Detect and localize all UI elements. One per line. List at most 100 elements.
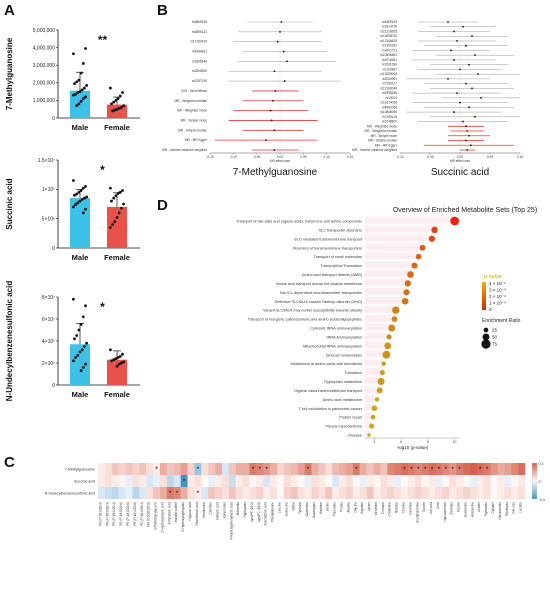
heatmap-column-label: Histidine <box>319 502 323 514</box>
heatmap-cell <box>373 487 381 499</box>
heatmap-cell <box>476 475 484 487</box>
heatmap-cell <box>401 487 409 499</box>
effect-point <box>466 149 469 151</box>
heatmap-cell <box>256 475 264 487</box>
bar-chart-succinic-acid: 0 5×10⁶ 1×10⁷ 1.5×10⁷ Succinic acid Male Femal… <box>5 158 140 262</box>
effect-point <box>466 130 469 132</box>
effect-point <box>471 35 473 38</box>
heatmap-cell <box>352 463 360 475</box>
heatmap-cell <box>442 475 450 487</box>
heatmap-cell <box>339 487 347 499</box>
heatmap-cell <box>125 487 133 499</box>
enrichment-dot <box>371 405 378 412</box>
heatmap-cell <box>394 487 402 499</box>
forest-row-label: rs6865155 <box>192 20 207 24</box>
row-highlight <box>365 296 406 304</box>
heatmap-cell <box>180 487 188 499</box>
enrichment-dot <box>381 361 386 366</box>
data-point <box>77 78 81 82</box>
forest-row-label: rs17154193 <box>190 40 207 44</box>
data-point <box>115 107 119 111</box>
data-point <box>74 203 77 206</box>
heatmap-cell <box>304 475 312 487</box>
significance-star: * <box>417 467 420 473</box>
effect-point <box>270 119 273 122</box>
row-highlight <box>365 430 370 438</box>
effect-point <box>465 44 467 47</box>
effect-point <box>468 63 470 66</box>
x-category-label: Female <box>104 253 130 262</box>
heatmap-cell <box>311 475 319 487</box>
x-tick-label: 0.15 <box>347 155 353 159</box>
forest-row-label: MR - Weighted median <box>364 129 397 133</box>
significance-star: * <box>259 467 262 473</box>
heatmap-cell <box>201 487 209 499</box>
heatmap-column-label: PE (P-16:0/20:4) <box>98 502 102 526</box>
heatmap-cell <box>235 487 243 499</box>
heatmap-cell <box>366 475 374 487</box>
significance-star: * <box>197 467 200 473</box>
forest-row-label: rs12160049 <box>380 86 397 90</box>
data-point <box>81 186 85 190</box>
effect-point <box>453 111 455 113</box>
heatmap-column-label: Uridine <box>477 502 481 512</box>
effect-point <box>474 115 476 118</box>
heatmap-cell <box>194 475 202 487</box>
effect-point <box>272 99 274 102</box>
data-point <box>112 100 116 104</box>
enrichment-dot <box>431 226 438 234</box>
heatmap-cell <box>249 487 257 499</box>
pathway-label: Protein repair <box>339 416 363 420</box>
forest-row-label: rs9398285 <box>382 91 397 95</box>
heatmap-cell <box>490 475 498 487</box>
heatmap-cell <box>98 475 106 487</box>
significance-star: * <box>307 467 310 473</box>
heatmap-cell <box>518 463 526 475</box>
pathway-label: Defective SLC6A19 causes Hartnup disorde… <box>275 300 363 304</box>
heatmap-cell <box>359 475 367 487</box>
panel-letter-d: D <box>157 197 168 214</box>
x-category-label: Male <box>72 253 89 262</box>
pathway-label: SLC transporter disorders <box>319 228 363 232</box>
y-tick-label: 1×10⁷ <box>42 187 55 193</box>
heatmap-cell <box>407 487 416 499</box>
heatmap-cell <box>228 463 236 475</box>
significance-star: * <box>438 467 441 473</box>
significance-star: * <box>486 467 489 473</box>
x-category-label: Female <box>104 390 130 399</box>
heatmap-column-label: PE (P-18:0/20:4) <box>105 502 109 526</box>
heatmap-column-label: Pantothenic acid <box>195 502 199 526</box>
heatmap-cell <box>318 475 326 487</box>
heatmap-cell <box>469 475 477 487</box>
data-point <box>113 220 117 223</box>
heatmap-cell <box>332 487 340 499</box>
y-tick-label: 4×10⁷ <box>42 339 55 345</box>
heatmap-column-label: Asparagine <box>312 502 316 518</box>
heatmap-cell <box>352 487 360 499</box>
effect-point <box>279 30 281 33</box>
pathway-label: Amino acid transport defects (AMD) <box>302 273 363 277</box>
x-axis-small-label: MR effect size <box>270 159 290 163</box>
significance-star: * <box>355 467 358 473</box>
effect-point <box>456 40 458 42</box>
heatmap-cell <box>325 487 333 499</box>
y-tick-label: 5,000,000 <box>33 28 55 34</box>
heatmap-cell <box>132 487 140 499</box>
heatmap-cell <box>339 475 347 487</box>
data-point <box>118 355 122 358</box>
effect-point <box>273 70 276 73</box>
heatmap-cell <box>456 487 464 499</box>
forest-row-label: rs12346633 <box>380 39 397 43</box>
heatmap-cell <box>511 487 519 499</box>
heatmap-column-label: Proline <box>339 502 343 512</box>
data-point <box>85 84 88 87</box>
heatmap-column-label: Arginine <box>360 502 364 514</box>
x-tick-label: -0.10 <box>230 155 237 159</box>
effect-point <box>468 134 470 137</box>
heatmap-column-label: Xanthine <box>450 502 454 515</box>
heatmap-column-label: Leucine <box>278 502 282 513</box>
heatmap-cell <box>104 487 112 499</box>
heatmap-cell <box>249 475 257 487</box>
heatmap-cell <box>263 463 271 475</box>
data-point <box>72 93 75 97</box>
